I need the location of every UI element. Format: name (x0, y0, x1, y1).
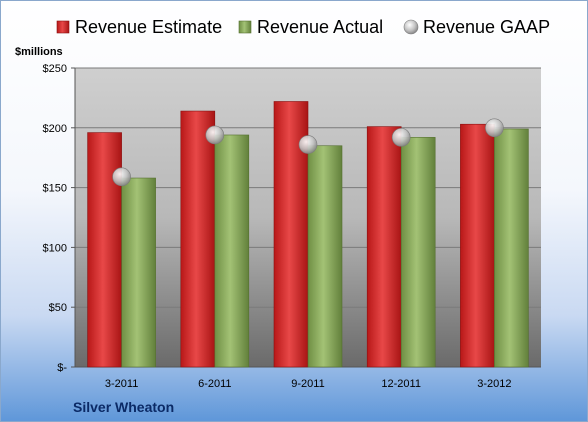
marker-gaap-3-2011 (112, 167, 131, 187)
bar-estimate-6-2011 (180, 110, 216, 368)
marker-gaap-12-2011 (391, 128, 411, 147)
y-tick-label: $250 (43, 63, 67, 75)
y-tick-label: $200 (43, 123, 67, 135)
legend-label: Revenue Estimate (75, 17, 222, 37)
bar-actual-9-2011 (307, 145, 343, 368)
y-tick-label: $150 (43, 183, 67, 195)
bar-actual-3-2012 (494, 128, 529, 368)
bar-actual-6-2011 (214, 134, 250, 368)
legend-swatch-actual (238, 20, 252, 34)
marker-gaap-6-2011 (205, 125, 225, 145)
bar-estimate-3-2012 (460, 123, 495, 368)
x-tick-label: 3-2012 (477, 378, 511, 390)
x-tick-label: 3-2011 (105, 378, 138, 390)
bar-estimate-3-2011 (87, 132, 122, 368)
bar-estimate-12-2011 (366, 126, 402, 368)
bar-actual-3-2011 (121, 177, 156, 368)
y-axis-label: $millions (15, 46, 63, 58)
legend-swatch-estimate (56, 20, 70, 34)
x-tick-label: 12-2011 (381, 378, 421, 390)
marker-gaap-9-2011 (298, 135, 318, 154)
legend-label: Revenue GAAP (423, 17, 550, 37)
y-tick-label: $100 (43, 242, 67, 254)
y-tick-label: $50 (49, 302, 67, 314)
legend-label: Revenue Actual (257, 17, 383, 37)
legend-swatch-gaap (403, 19, 419, 35)
x-tick-label: 9-2011 (291, 378, 324, 390)
x-tick-label: 6-2011 (198, 378, 231, 390)
bar-actual-12-2011 (400, 137, 436, 368)
company-name: Silver Wheaton (73, 399, 175, 415)
marker-gaap-3-2012 (485, 118, 504, 138)
y-tick-label: $- (57, 362, 67, 374)
